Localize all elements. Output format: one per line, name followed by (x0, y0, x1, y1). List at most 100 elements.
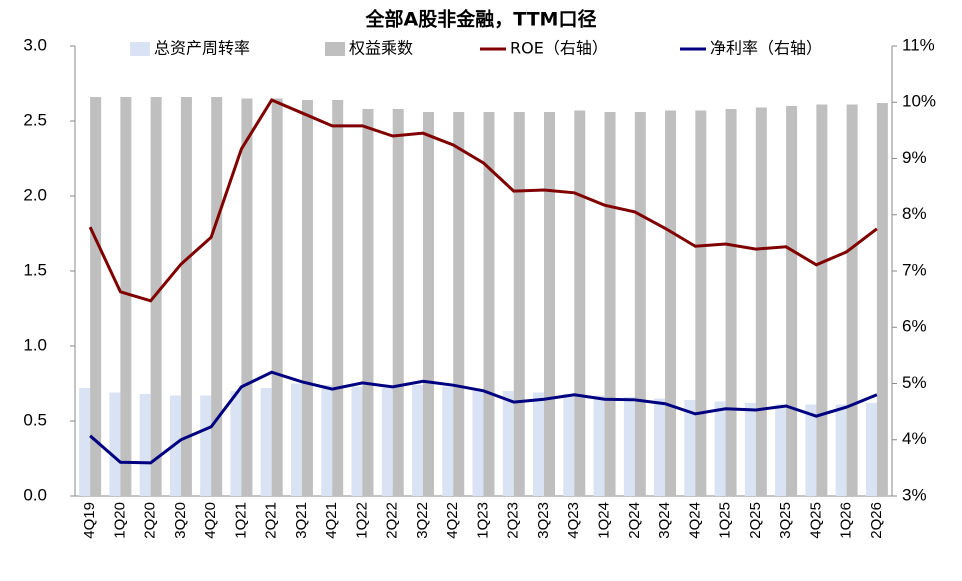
legend-swatch (325, 42, 345, 56)
x-tick-label: 4Q19 (81, 502, 98, 539)
x-tick-label: 3Q25 (777, 502, 794, 539)
bar (483, 112, 495, 496)
bar (180, 97, 192, 496)
x-tick-label: 1Q24 (596, 502, 613, 539)
x-tick-label: 1Q22 (353, 502, 370, 539)
x-tick-label: 1Q20 (111, 502, 128, 539)
legend-label: ROE（右轴） (510, 39, 608, 58)
y2-tick-label: 9% (902, 148, 927, 167)
bar (200, 395, 212, 496)
x-tick-label: 1Q26 (838, 502, 855, 539)
bar (90, 97, 102, 496)
x-tick-label: 4Q25 (807, 502, 824, 539)
line (88, 98, 878, 303)
bar (502, 391, 514, 496)
x-tick-label: 2Q25 (747, 502, 764, 539)
bar (301, 100, 313, 496)
x-tick-label: 1Q21 (232, 502, 249, 539)
bar (816, 104, 828, 496)
bar (714, 401, 726, 496)
bar (351, 386, 363, 496)
bar (835, 404, 847, 496)
bar (109, 392, 121, 496)
bar (623, 397, 635, 496)
bar (574, 110, 586, 496)
y-tick-label: 1.0 (23, 335, 47, 354)
bar (533, 392, 545, 496)
bar (392, 109, 404, 496)
x-tick-label: 2Q24 (626, 502, 643, 539)
x-tick-label: 2Q23 (505, 502, 522, 539)
y-tick-label: 2.5 (23, 110, 47, 129)
bar (241, 98, 253, 496)
x-tick-label: 2Q20 (142, 502, 159, 539)
bar (120, 97, 132, 496)
y2-tick-label: 10% (902, 92, 936, 111)
y2-tick-label: 11% (902, 35, 935, 54)
y2-tick-label: 3% (902, 485, 927, 504)
bar (604, 112, 616, 496)
y2-tick-label: 7% (902, 260, 927, 279)
legend-label: 总资产周转率 (154, 39, 250, 58)
y-tick-label: 0.0 (23, 485, 47, 504)
bar (593, 395, 605, 496)
bar (513, 112, 525, 496)
y2-tick-label: 4% (902, 429, 927, 448)
x-tick-label: 3Q23 (535, 502, 552, 539)
bar (786, 106, 798, 496)
x-tick-label: 2Q22 (384, 502, 401, 539)
y2-tick-label: 8% (902, 204, 927, 223)
x-tick-label: 4Q24 (686, 502, 703, 539)
x-tick-label: 1Q25 (717, 502, 734, 539)
bar (79, 388, 91, 496)
bar (695, 110, 707, 496)
bar (865, 403, 877, 496)
bar (332, 100, 344, 496)
x-tick-label: 4Q23 (565, 502, 582, 539)
bar (442, 386, 454, 496)
bar (230, 391, 242, 496)
bar (634, 112, 646, 496)
x-tick-label: 3Q20 (172, 502, 189, 539)
legend-label: 权益乘数 (349, 39, 413, 58)
chart-title: 全部A股非金融，TTM口径 (365, 8, 597, 31)
y-tick-label: 2.0 (23, 185, 47, 204)
x-tick-label: 2Q21 (263, 502, 280, 539)
line (89, 370, 878, 465)
bar (775, 404, 787, 496)
x-tick-label: 4Q20 (202, 502, 219, 539)
y-tick-label: 3.0 (23, 35, 47, 54)
bar (805, 404, 817, 496)
bar (362, 109, 374, 496)
bar (411, 385, 423, 496)
x-tick-label: 4Q22 (444, 502, 461, 539)
bar (453, 112, 465, 496)
bar (725, 109, 737, 496)
bar (544, 112, 556, 496)
bar (211, 97, 223, 496)
bar (665, 110, 677, 496)
y-tick-label: 1.5 (23, 260, 47, 279)
x-tick-label: 3Q24 (656, 502, 673, 539)
bar (472, 389, 484, 496)
bar (271, 98, 283, 496)
x-tick-label: 2Q26 (868, 502, 885, 539)
x-tick-label: 1Q23 (474, 502, 491, 539)
bar (846, 104, 858, 496)
x-tick-label: 3Q21 (293, 502, 310, 539)
y-tick-label: 0.5 (23, 410, 47, 429)
y2-tick-label: 6% (902, 317, 927, 336)
legend-label: 净利率（右轴） (710, 39, 822, 58)
bar (139, 394, 151, 496)
bar (755, 107, 767, 496)
bar (260, 388, 272, 496)
bar (563, 394, 575, 496)
x-tick-label: 4Q21 (323, 502, 340, 539)
bar (321, 385, 333, 496)
bar (744, 403, 756, 496)
bar (684, 400, 696, 496)
y2-tick-label: 5% (902, 373, 927, 392)
bar (381, 388, 393, 496)
bar (290, 383, 302, 496)
